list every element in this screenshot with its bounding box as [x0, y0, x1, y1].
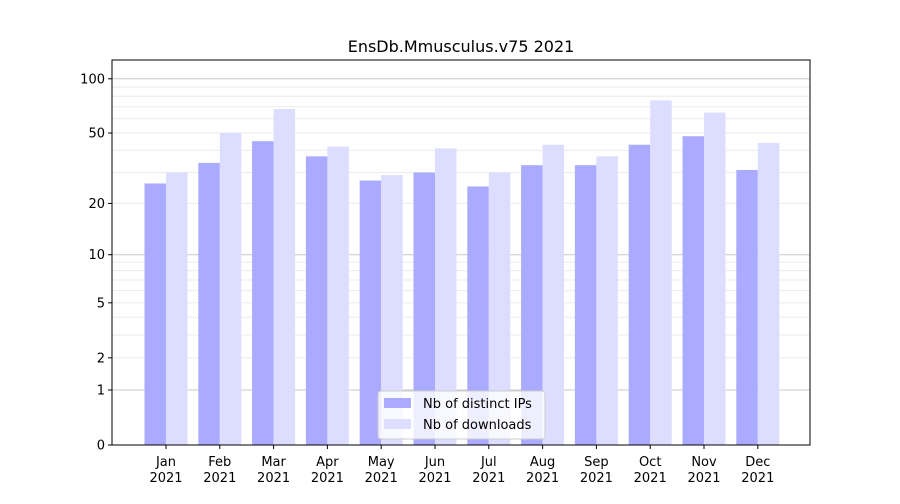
x-tick-label: Feb 2021 [203, 455, 236, 486]
x-tick-label: Sep 2021 [580, 455, 613, 486]
bar-downloads [704, 112, 726, 446]
x-axis: Jan 2021 Feb 2021 Mar 2021 Apr 2021 May 2021 Jun 20… [149, 445, 774, 486]
x-tick-label: May 2021 [365, 455, 398, 486]
bar-distinct-ips [252, 141, 274, 445]
legend-label: Nb of distinct IPs [423, 397, 532, 412]
bar-distinct-ips [467, 186, 489, 445]
bar-downloads [166, 172, 188, 445]
y-tick-label: 1 [97, 384, 105, 399]
bar-downloads [757, 142, 780, 446]
y-axis: 0 1 2 5 10 20 50 100 [80, 72, 112, 454]
bar-downloads [435, 148, 457, 445]
bar-downloads [273, 109, 296, 445]
legend: Nb of distinct IPs Nb of downloads [377, 390, 546, 440]
chart-title: EnsDb.Mmusculus.v75 2021 [348, 37, 575, 56]
x-tick-label: Oct 2021 [634, 455, 667, 486]
bar-downloads [488, 172, 511, 445]
legend-box [377, 390, 546, 440]
bar-distinct-ips [198, 162, 220, 445]
y-tick-label: 2 [97, 351, 105, 366]
bar-distinct-ips [413, 172, 435, 445]
bar-distinct-ips [521, 165, 543, 445]
bar-downloads [542, 144, 565, 445]
x-tick-label: Mar 2021 [257, 455, 290, 486]
x-tick-label: Dec 2021 [741, 455, 774, 486]
bar-downloads [381, 175, 403, 445]
bar-distinct-ips [144, 183, 166, 445]
bar-distinct-ips [574, 165, 597, 445]
y-tick-label: 100 [80, 72, 105, 87]
x-tick-label: Jan 2021 [149, 455, 182, 486]
bar-downloads [596, 156, 618, 445]
x-tick-label: Aug 2021 [526, 455, 559, 486]
plot-frame [111, 59, 811, 446]
legend-swatch [384, 419, 411, 429]
x-tick-label: Jul 2021 [472, 455, 505, 486]
bar-distinct-ips [628, 144, 651, 445]
y-tick-label: 10 [88, 248, 105, 263]
x-tick-label: Apr 2021 [311, 455, 344, 486]
y-tick-label: 0 [97, 439, 105, 454]
bar-distinct-ips [682, 136, 704, 445]
legend-swatch [384, 398, 411, 408]
y-tick-label: 5 [97, 296, 105, 311]
bars [144, 100, 780, 446]
bar-downloads [219, 133, 242, 445]
x-tick-label: Nov 2021 [687, 455, 720, 486]
bar-distinct-ips [305, 156, 328, 445]
bar-distinct-ips [736, 170, 758, 445]
legend-label: Nb of downloads [423, 418, 532, 433]
bar-downloads [650, 100, 672, 446]
y-tick-label: 50 [88, 127, 105, 142]
y-tick-label: 20 [88, 197, 105, 212]
bar-distinct-ips [359, 180, 382, 446]
bar-downloads [327, 146, 349, 446]
x-tick-label: Jun 2021 [418, 455, 451, 486]
